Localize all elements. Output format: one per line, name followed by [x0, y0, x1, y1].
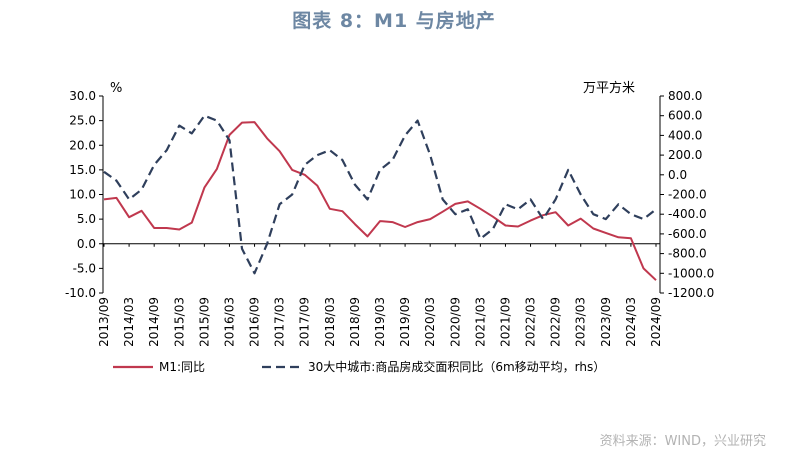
x-tick-label: 2020/03 — [423, 297, 437, 347]
right-tick-label: -800.0 — [668, 247, 707, 261]
legend-label: M1:同比 — [159, 360, 205, 374]
right-tick-label: -1000.0 — [668, 266, 714, 280]
x-tick-label: 2019/03 — [373, 297, 387, 347]
left-tick-label: 25.0 — [69, 114, 96, 128]
right-tick-label: 800.0 — [668, 89, 702, 103]
x-tick-label: 2023/09 — [599, 297, 613, 347]
right-tick-label: 0.0 — [668, 168, 687, 182]
x-tick-label: 2019/09 — [398, 297, 412, 347]
x-tick-label: 2018/09 — [348, 297, 362, 347]
x-tick-label: 2017/03 — [273, 297, 287, 347]
x-tick-label: 2021/09 — [498, 297, 512, 347]
left-tick-label: 0.0 — [77, 237, 96, 251]
left-tick-label: -10.0 — [65, 286, 96, 300]
x-tick-label: 2015/09 — [197, 297, 211, 347]
x-tick-label: 2022/09 — [549, 297, 563, 347]
x-tick-label: 2022/03 — [524, 297, 538, 347]
right-tick-label: -600.0 — [668, 227, 707, 241]
x-tick-label: 2017/09 — [298, 297, 312, 347]
source-note: 资料来源：WIND，兴业研究 — [599, 434, 766, 449]
x-tick-label: 2016/09 — [248, 297, 262, 347]
x-tick-label: 2021/03 — [473, 297, 487, 347]
x-tick-label: 2016/03 — [222, 297, 236, 347]
left-tick-label: 20.0 — [69, 138, 96, 152]
series-line-m1 — [103, 121, 657, 281]
left-tick-label: 15.0 — [69, 163, 96, 177]
series-line-housing — [103, 114, 657, 275]
left-tick-label: 30.0 — [69, 89, 96, 103]
chart-title: 图表 8：M1 与房地产 — [292, 10, 496, 32]
x-tick-label: 2013/09 — [97, 297, 111, 347]
x-tick-label: 2014/03 — [122, 297, 136, 347]
right-tick-label: 400.0 — [668, 128, 702, 142]
left-tick-label: -5.0 — [73, 261, 96, 275]
x-tick-label: 2020/09 — [448, 297, 462, 347]
x-tick-label: 2015/03 — [172, 297, 186, 347]
right-axis-unit: 万平方米 — [583, 80, 635, 96]
right-tick-label: 200.0 — [668, 148, 702, 162]
left-tick-label: 10.0 — [69, 188, 96, 202]
legend-label: 30大中城市:商品房成交面积同比（6m移动平均，rhs） — [308, 359, 605, 374]
x-tick-label: 2018/03 — [323, 297, 337, 347]
left-axis-unit: % — [110, 81, 122, 96]
right-tick-label: 600.0 — [668, 109, 702, 123]
left-tick-label: 5.0 — [77, 212, 96, 226]
right-tick-label: -1200.0 — [668, 286, 714, 300]
right-tick-label: -200.0 — [668, 188, 707, 202]
x-tick-label: 2024/03 — [624, 297, 638, 347]
x-tick-label: 2024/09 — [649, 297, 663, 347]
x-tick-label: 2014/09 — [147, 297, 161, 347]
x-tick-label: 2023/03 — [574, 297, 588, 347]
right-tick-label: -400.0 — [668, 207, 707, 221]
